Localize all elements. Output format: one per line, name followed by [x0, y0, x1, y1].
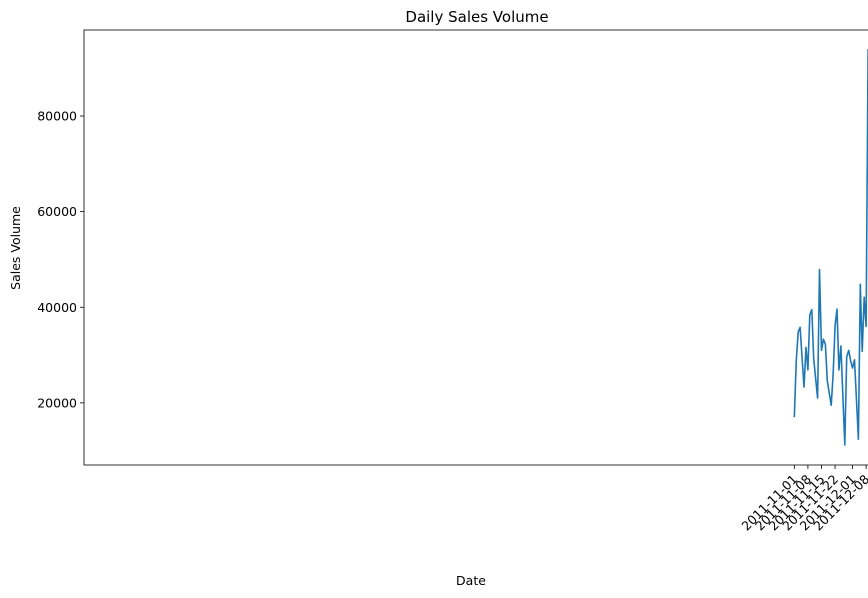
y-axis-label: Sales Volume	[8, 206, 23, 290]
series-line-0	[793, 49, 868, 446]
plot-frame	[83, 29, 868, 466]
y-axis: 20000 40000 60000 80000	[37, 109, 84, 410]
x-axis: 2011-11-012011-11-082011-11-152011-11-22…	[738, 465, 868, 533]
x-axis-label: Date	[456, 573, 486, 588]
chart-title: Daily Sales Volume	[405, 8, 548, 26]
plot-area	[793, 49, 868, 446]
y-tick-label: 60000	[37, 204, 77, 219]
y-tick-label: 80000	[37, 109, 77, 124]
y-tick-label: 40000	[37, 300, 77, 315]
y-tick-label: 20000	[37, 395, 77, 410]
